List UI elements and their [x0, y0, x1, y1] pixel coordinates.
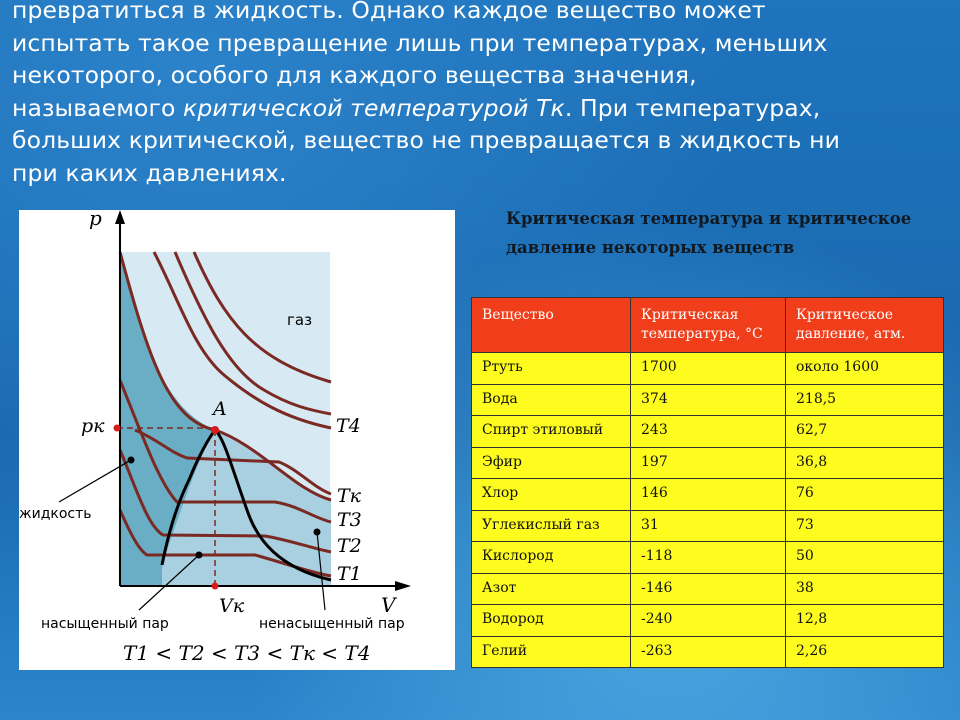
isotherm-t2 [118, 449, 332, 554]
column-header: Критическая температура, °С [630, 297, 786, 353]
table-cell: Ртуть [471, 352, 631, 385]
table-cell: -240 [630, 604, 786, 637]
table-cell: 12,8 [785, 604, 944, 637]
pk-marker [113, 424, 121, 432]
column-header: Критическое давление, атм. [785, 297, 944, 353]
isotherm-t4-label: T4 [336, 415, 361, 437]
table-cell: 197 [630, 446, 786, 479]
table-cell: 62,7 [785, 415, 944, 448]
table-cell: 36,8 [785, 446, 944, 479]
table-cell: 146 [630, 478, 786, 511]
intro-line: больших критической, вещество не превращ… [12, 126, 840, 154]
table-cell: 76 [785, 478, 944, 511]
intro-text: называемого [12, 93, 184, 122]
table-cell: Хлор [471, 478, 631, 511]
table-cell: 31 [630, 509, 786, 542]
intro-line: при каких давлениях. [12, 158, 287, 187]
table-row: Водород -240 12,8 [471, 604, 944, 637]
table-cell: 50 [785, 541, 944, 574]
table-cell: -146 [630, 572, 786, 605]
phase-diagram: p V pк Vк A газ жидкость насыщенный пар … [19, 210, 455, 670]
table-cell: Азот [471, 572, 631, 605]
table-header-row: Вещество Критическая температура, °С Кри… [471, 297, 944, 353]
table-cell: 374 [630, 383, 786, 416]
critical-point-label: A [211, 398, 227, 420]
table-cell: Водород [471, 604, 631, 637]
pk-label: pк [81, 415, 105, 437]
isotherms [118, 251, 332, 578]
table-cell: Гелий [471, 635, 631, 668]
table-cell: 218,5 [785, 383, 944, 416]
table-cell: 2,26 [785, 635, 944, 668]
unsaturated-vapor-label: ненасыщенный пар [259, 616, 405, 632]
table-row: Ртуть 1700 около 1600 [471, 352, 944, 385]
liquid-leader [58, 459, 132, 503]
table-cell: Эфир [471, 446, 631, 479]
table-cell: около 1600 [785, 352, 944, 385]
table-cell: 1700 [630, 352, 786, 385]
critical-properties-table: Вещество Критическая температура, °С Кри… [471, 297, 944, 668]
liquid-label: жидкость [19, 506, 92, 522]
intro-line: превратиться в жидкость. Однако каждое в… [12, 0, 766, 24]
vk-label: Vк [219, 595, 245, 617]
isotherm-top [192, 251, 332, 384]
column-header: Вещество [471, 297, 631, 353]
isotherm-tk [134, 428, 332, 496]
p-axis-label: p [89, 210, 102, 230]
isotherm-top [152, 251, 332, 430]
table-row: Хлор 146 76 [471, 478, 944, 511]
intro-paragraph: превратиться в жидкость. Однако каждое в… [12, 0, 952, 189]
v-axis-label: V [381, 593, 398, 617]
term-critical-temperature: критической температурой Тк [183, 93, 565, 122]
isotherm-t3 [118, 379, 332, 524]
gas-region-label: газ [287, 311, 312, 329]
v-axis-arrow [395, 581, 411, 591]
table-row: Кислород -118 50 [471, 541, 944, 574]
isotherm-tk-label: Tк [337, 485, 362, 507]
table-row: Азот -146 38 [471, 572, 944, 605]
table-cell: Вода [471, 383, 631, 416]
table-row: Углекислый газ 31 73 [471, 509, 944, 542]
table-row: Эфир 197 36,8 [471, 446, 944, 479]
table-row: Спирт этиловый 243 62,7 [471, 415, 944, 448]
table-cell: 38 [785, 572, 944, 605]
intro-line: испытать такое превращение лишь при темп… [12, 28, 828, 57]
p-axis-arrow [115, 210, 125, 224]
table-row: Вода 374 218,5 [471, 383, 944, 416]
isotherm-t1-label: T1 [337, 563, 362, 585]
isotherm-top [173, 251, 332, 416]
saturated-vapor-label: насыщенный пар [41, 616, 169, 632]
critical-point-marker [211, 426, 219, 434]
table-cell: -118 [630, 541, 786, 574]
isotherm-t2-label: T2 [337, 535, 362, 557]
table-title: Критическая температура и критическое да… [506, 209, 912, 257]
table-cell: -263 [630, 635, 786, 668]
vk-marker [211, 582, 219, 590]
temperature-inequality: T1 < T2 < T3 < Tк < T4 [123, 641, 370, 665]
table-cell: Кислород [471, 541, 631, 574]
intro-line: некоторого, особого для каждого вещества… [12, 61, 697, 89]
isotherm-t3-label: T3 [337, 509, 362, 531]
unsaturated-leader [316, 531, 326, 611]
intro-line: называемого критической температурой Тк.… [12, 92, 952, 125]
table-row: Гелий -263 2,26 [471, 635, 944, 668]
intro-text: . При температурах, [564, 93, 821, 122]
isotherm-t1 [118, 509, 332, 578]
phase-diagram-svg: p V pк Vк A газ жидкость насыщенный пар … [19, 210, 411, 665]
table-cell: 73 [785, 509, 944, 542]
saturated-leader [138, 554, 200, 611]
table-cell: 243 [630, 415, 786, 448]
table-cell: Спирт этиловый [471, 415, 631, 448]
table-cell: Углекислый газ [471, 509, 631, 542]
